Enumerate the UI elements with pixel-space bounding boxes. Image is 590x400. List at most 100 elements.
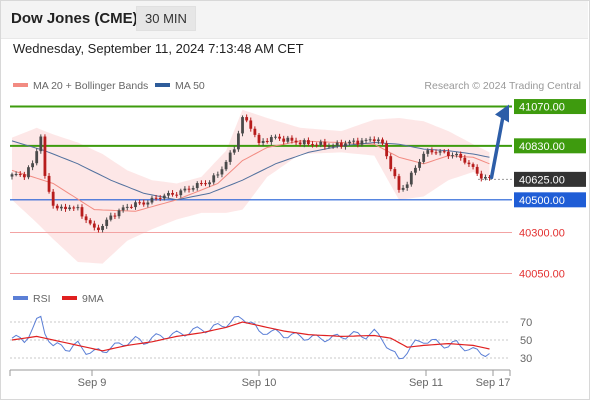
pivot-label-3: 40500.00 xyxy=(519,195,565,207)
candle-body xyxy=(199,183,203,185)
legend-ma50: MA 50 xyxy=(155,80,205,92)
candle-body xyxy=(286,137,290,142)
candle-body xyxy=(348,141,351,144)
candle-body xyxy=(191,188,195,190)
rsi-line xyxy=(11,315,490,360)
candle-body xyxy=(158,197,162,199)
candle-body xyxy=(92,223,96,228)
candle-body xyxy=(253,128,257,135)
candle-body xyxy=(405,184,409,188)
rsi-ma9-line xyxy=(11,321,490,352)
candle-body xyxy=(245,117,249,121)
candle-body xyxy=(257,134,261,144)
candle-body xyxy=(216,174,220,176)
candle-body xyxy=(121,207,125,211)
x-tick-label: Sep 10 xyxy=(242,377,277,389)
candle-body xyxy=(451,155,454,157)
candle-body xyxy=(278,136,281,139)
projection-arrow-head xyxy=(495,104,509,123)
candle-body xyxy=(265,140,269,143)
candle-body xyxy=(35,151,39,164)
rsi-tick-30: 30 xyxy=(520,353,532,365)
resistance-label-box-1: 40830.00 xyxy=(514,138,586,154)
candle-body xyxy=(129,206,133,208)
candle-body xyxy=(72,207,76,209)
pivot-label-box-3: 40500.00 xyxy=(514,192,586,208)
candle-body xyxy=(344,143,347,147)
resistance-label-0: 41070.00 xyxy=(519,102,565,114)
candle-body xyxy=(319,141,323,145)
candle-body xyxy=(84,216,88,221)
rsi-tick-70: 70 xyxy=(520,317,532,329)
candle-body xyxy=(442,151,446,153)
candle-body xyxy=(212,175,216,183)
pivot-label-bg xyxy=(514,192,586,208)
candle-body xyxy=(237,133,240,150)
timeframe-button[interactable]: 30 MIN xyxy=(136,6,196,31)
candle-body xyxy=(117,210,121,217)
resistance-label-box-0: 41070.00 xyxy=(514,99,586,115)
candle-body xyxy=(376,139,380,142)
candle-body xyxy=(352,140,356,142)
candle-body xyxy=(51,191,55,206)
legend-9ma: 9MA xyxy=(62,293,104,305)
candle-body xyxy=(220,169,224,175)
legend-ma20-swatch xyxy=(13,83,28,88)
candle-body xyxy=(241,117,244,134)
support-label-5: 40050.00 xyxy=(519,268,565,280)
candle-body xyxy=(167,192,170,196)
candle-body xyxy=(208,182,211,185)
candle-body xyxy=(463,157,467,163)
candle-body xyxy=(471,164,475,167)
candle-body xyxy=(154,197,158,199)
candle-body xyxy=(488,176,491,178)
legend-ma50-label: MA 50 xyxy=(175,80,205,92)
candle-body xyxy=(138,202,142,204)
candle-body xyxy=(125,206,129,208)
legend-rsi-label: RSI xyxy=(33,293,51,305)
candle-body xyxy=(113,215,117,217)
x-tick-label: Sep 11 xyxy=(409,377,443,389)
candle-body xyxy=(76,207,80,209)
candle-body xyxy=(446,151,450,157)
candle-body xyxy=(385,143,389,157)
candle-body xyxy=(224,161,228,170)
last-label-bg xyxy=(514,171,586,187)
last-label-box-2: 40625.00 xyxy=(514,171,586,187)
candle-body xyxy=(31,163,34,168)
candle-body xyxy=(414,167,417,173)
candles xyxy=(10,114,491,233)
candle-body xyxy=(150,197,154,203)
candle-body xyxy=(261,140,265,144)
candle-body xyxy=(55,205,59,209)
candle-body xyxy=(302,140,306,145)
candle-body xyxy=(179,190,183,196)
legend-ma20-label: MA 20 + Bollinger Bands xyxy=(33,80,149,92)
candle-body xyxy=(47,175,51,192)
candle-body xyxy=(409,172,413,185)
candle-body xyxy=(311,144,314,146)
candle-body xyxy=(294,140,298,143)
candle-body xyxy=(364,139,368,141)
candle-body xyxy=(397,176,401,190)
candle-body xyxy=(195,183,199,189)
candle-body xyxy=(327,146,331,148)
ma50-line xyxy=(11,140,490,201)
candle-body xyxy=(171,192,174,195)
candle-body xyxy=(187,188,191,190)
candle-body xyxy=(467,162,471,165)
candle-body xyxy=(434,152,438,154)
candle-body xyxy=(368,139,372,141)
candle-body xyxy=(422,153,426,162)
legend-ma50-swatch xyxy=(155,83,170,88)
candle-body xyxy=(249,120,253,129)
candle-body xyxy=(142,202,146,205)
candle-body xyxy=(430,150,434,153)
candle-body xyxy=(175,194,179,196)
candle-body xyxy=(88,220,92,224)
candle-body xyxy=(479,173,483,179)
legend-9ma-swatch xyxy=(62,296,77,301)
candle-body xyxy=(183,188,187,191)
support-label-4: 40300.00 xyxy=(519,228,565,240)
legend-rsi: RSI xyxy=(13,293,51,305)
